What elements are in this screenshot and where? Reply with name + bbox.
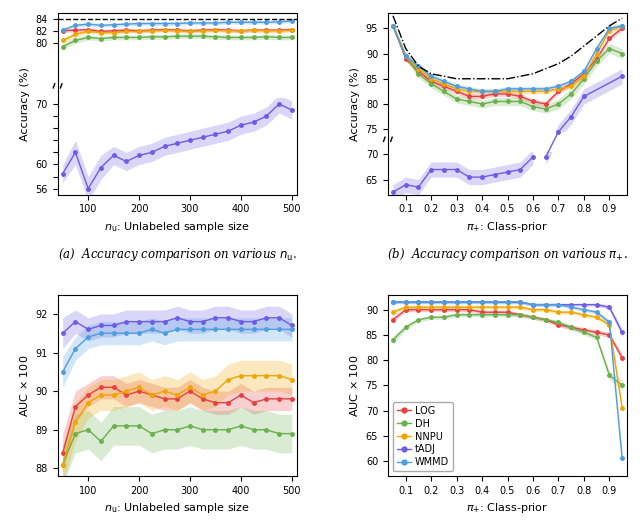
Text: (c)  AUC comparison on various $n_{\mathrm{u}}$.: (c) AUC comparison on various $n_{\mathr… <box>72 527 283 529</box>
Text: (b)  Accuracy comparison on various $\pi_{+}$.: (b) Accuracy comparison on various $\pi_… <box>387 245 628 262</box>
Text: (a)  Accuracy comparison on various $n_{\mathrm{u}}$.: (a) Accuracy comparison on various $n_{\… <box>58 245 297 262</box>
X-axis label: $n_{\mathrm{u}}$: Unlabeled sample size: $n_{\mathrm{u}}$: Unlabeled sample size <box>104 501 250 515</box>
Legend: LOG, DH, NNPU, tADJ, WMMD: LOG, DH, NNPU, tADJ, WMMD <box>393 402 453 471</box>
Bar <box>37 50 297 98</box>
X-axis label: $\pi_{+}$: Class-prior: $\pi_{+}$: Class-prior <box>467 501 548 515</box>
Y-axis label: AUC $\times$ 100: AUC $\times$ 100 <box>348 354 360 416</box>
Y-axis label: Accuracy (%): Accuracy (%) <box>350 67 360 141</box>
Y-axis label: Accuracy (%): Accuracy (%) <box>20 67 30 141</box>
Text: (d)  AUC comparison on various $\pi_{+}$.: (d) AUC comparison on various $\pi_{+}$. <box>401 527 614 529</box>
Y-axis label: AUC $\times$ 100: AUC $\times$ 100 <box>18 354 30 416</box>
X-axis label: $\pi_{+}$: Class-prior: $\pi_{+}$: Class-prior <box>467 220 548 234</box>
Bar <box>388 132 640 152</box>
X-axis label: $n_{\mathrm{u}}$: Unlabeled sample size: $n_{\mathrm{u}}$: Unlabeled sample size <box>104 220 250 234</box>
